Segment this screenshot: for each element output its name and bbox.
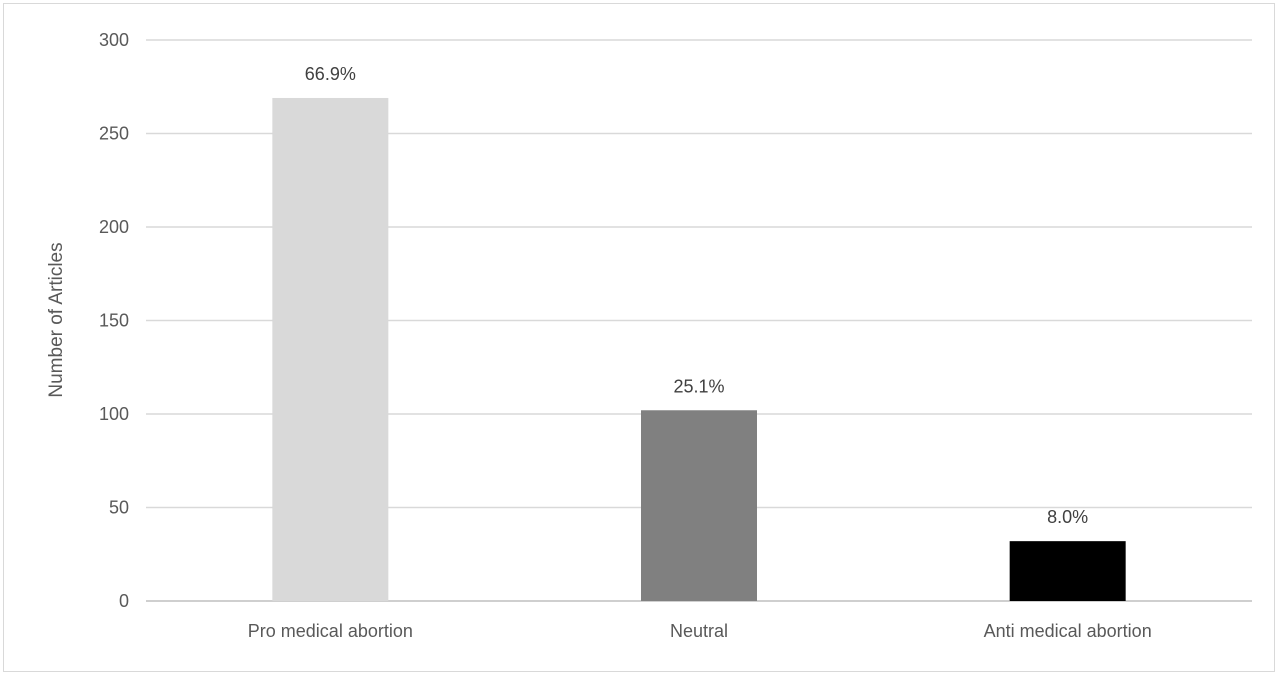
bar [641,410,757,601]
y-tick-label: 150 [99,311,129,331]
y-axis-title: Number of Articles [46,242,67,397]
bar [1009,541,1126,601]
data-label: 25.1% [673,376,724,396]
x-tick-label: Anti medical abortion [984,621,1152,641]
y-axis-ticks: 0 50 100 150 200 250 300 [99,30,129,611]
x-tick-label: Neutral [670,621,728,641]
x-axis-ticks: Pro medical abortion Neutral Anti medical … [248,621,1152,641]
data-labels: 66.9% 25.1% 8.0% [305,64,1088,527]
y-tick-label: 0 [119,591,129,611]
x-tick-label: Pro medical abortion [248,621,413,641]
y-tick-label: 250 [99,124,129,144]
data-label: 66.9% [305,64,356,84]
y-tick-label: 200 [99,217,129,237]
y-tick-label: 50 [109,498,129,518]
bars [272,97,1126,601]
bar [272,97,389,601]
data-label: 8.0% [1047,507,1088,527]
y-tick-label: 100 [99,404,129,424]
y-tick-label: 300 [99,30,129,50]
